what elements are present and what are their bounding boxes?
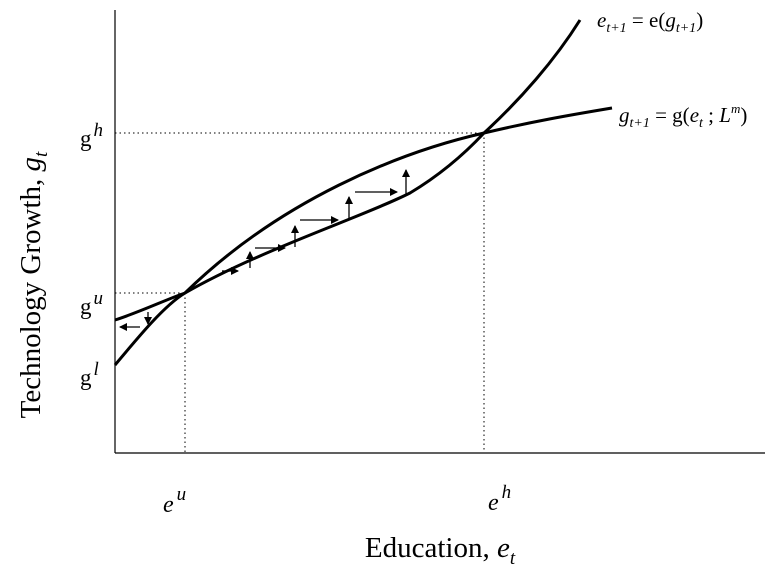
curve-education-response (113, 19, 582, 366)
phase-arrows (119, 169, 410, 331)
curve-label-education: et+1 = e(gt+1) (597, 8, 703, 36)
curve-technology-response (114, 106, 613, 322)
y-axis-title: Technology Growth, gt (15, 151, 52, 418)
curve-label-technology: gt+1 = g(et ; Lm) (619, 101, 747, 131)
guide-lines (115, 132, 485, 453)
x-axis-title: Education, et (365, 532, 516, 569)
